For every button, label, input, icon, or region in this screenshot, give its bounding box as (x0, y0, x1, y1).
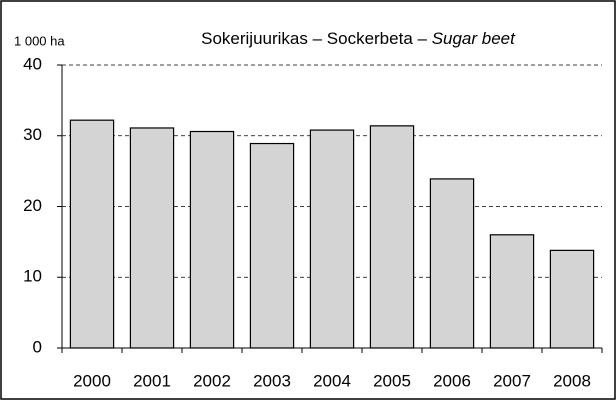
x-tick-label: 2006 (433, 371, 471, 390)
y-tick-label: 10 (23, 267, 42, 286)
x-tick-label: 2004 (313, 371, 351, 390)
x-tick-label: 2007 (493, 371, 531, 390)
x-tick-label: 2003 (253, 371, 291, 390)
bar (189, 130, 235, 349)
title-main: Sokerijuurikas – Sockerbeta – (201, 29, 427, 48)
y-tick-label: 30 (23, 125, 42, 144)
y-axis-label: 1 000 ha (14, 33, 65, 48)
bar (489, 234, 535, 349)
y-tick-label: 0 (33, 337, 42, 356)
bar (429, 178, 475, 349)
y-tick-label: 40 (23, 54, 42, 73)
bar (549, 249, 595, 349)
x-tick-label: 2005 (373, 371, 411, 390)
title-italic: Sugar beet (432, 29, 516, 48)
bar (309, 129, 355, 349)
x-tick-label: 2002 (193, 371, 231, 390)
x-tick-label: 2001 (133, 371, 171, 390)
bar (249, 142, 295, 349)
chart-title: Sokerijuurikas – Sockerbeta – Sugar beet (201, 29, 516, 48)
bar (69, 119, 115, 349)
bar (129, 127, 175, 349)
x-tick-label: 2008 (553, 371, 591, 390)
bar (369, 125, 415, 349)
x-tick-label: 2000 (73, 371, 111, 390)
y-tick-label: 20 (23, 196, 42, 215)
